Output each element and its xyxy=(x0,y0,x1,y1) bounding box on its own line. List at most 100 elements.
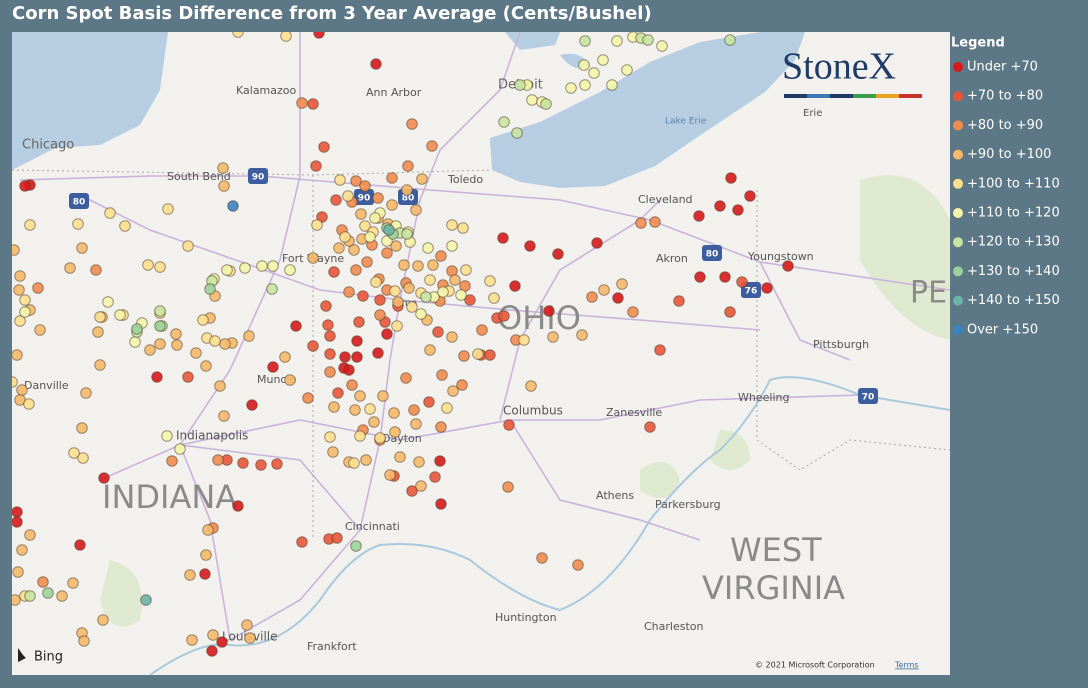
legend-swatch xyxy=(953,149,963,160)
place-label: Huntington xyxy=(495,611,557,624)
location-dot xyxy=(102,296,114,308)
logo-bar xyxy=(899,94,922,98)
location-dot xyxy=(381,328,393,340)
place-label: Parkersburg xyxy=(655,498,721,511)
location-dot xyxy=(78,635,90,647)
location-dot xyxy=(280,32,292,42)
location-dot xyxy=(714,200,726,212)
legend-label: Under +70 xyxy=(967,60,1038,75)
location-dot xyxy=(588,67,600,79)
place-label: Zanesville xyxy=(606,406,662,419)
location-dot xyxy=(719,271,731,283)
location-dot xyxy=(656,40,668,52)
location-dot xyxy=(401,228,413,240)
location-dot xyxy=(330,194,342,206)
place-label: Youngstown xyxy=(747,250,814,263)
location-dot xyxy=(202,524,214,536)
location-dot xyxy=(162,203,174,215)
location-dot xyxy=(374,294,386,306)
location-dot xyxy=(174,443,186,455)
location-dot xyxy=(381,247,393,259)
location-dot xyxy=(212,454,224,466)
location-dot xyxy=(400,372,412,384)
location-dot xyxy=(458,350,470,362)
location-dot xyxy=(456,379,468,391)
location-dot xyxy=(119,220,131,232)
place-label: Columbus xyxy=(503,404,563,418)
location-dot xyxy=(497,232,509,244)
location-dot xyxy=(348,457,360,469)
location-dot xyxy=(320,300,332,312)
place-label: Charleston xyxy=(644,620,704,633)
location-dot xyxy=(724,34,736,46)
location-dot xyxy=(219,338,231,350)
location-dot xyxy=(327,446,339,458)
location-dot xyxy=(170,328,182,340)
location-dot xyxy=(190,347,202,359)
location-dot xyxy=(37,576,49,588)
highway-number: 76 xyxy=(745,287,758,297)
location-dot xyxy=(140,594,152,606)
location-dot xyxy=(307,340,319,352)
location-dot xyxy=(369,212,381,224)
location-dot xyxy=(339,231,351,243)
place-label: Lake Erie xyxy=(665,117,707,127)
location-dot xyxy=(526,94,538,106)
location-dot xyxy=(361,256,373,268)
location-dot xyxy=(67,577,79,589)
location-dot xyxy=(353,316,365,328)
location-dot xyxy=(782,260,794,272)
location-dot xyxy=(410,418,422,430)
location-dot xyxy=(24,590,36,602)
location-dot xyxy=(383,224,395,236)
place-label: Cleveland xyxy=(638,193,693,206)
location-dot xyxy=(114,309,126,321)
legend-swatch xyxy=(953,62,963,72)
location-dot xyxy=(23,398,35,410)
location-dot xyxy=(310,160,322,172)
location-dot xyxy=(34,324,46,336)
location-dot xyxy=(488,292,500,304)
location-dot xyxy=(364,231,376,243)
location-dot xyxy=(370,276,382,288)
location-dot xyxy=(324,348,336,360)
highway-number: 80 xyxy=(402,194,415,204)
location-dot xyxy=(342,190,354,202)
location-dot xyxy=(476,324,488,336)
location-dot xyxy=(370,58,382,70)
river xyxy=(149,376,950,675)
location-dot xyxy=(406,301,418,313)
location-dot xyxy=(318,141,330,153)
location-dot xyxy=(578,59,590,71)
location-dot xyxy=(406,118,418,130)
location-dot xyxy=(166,455,178,467)
place-label: Indianapolis xyxy=(176,429,248,443)
location-dot xyxy=(449,274,461,286)
highway-shield xyxy=(248,168,268,184)
location-dot xyxy=(13,284,25,296)
location-dot xyxy=(540,98,552,110)
location-dot xyxy=(200,360,212,372)
location-dot xyxy=(313,32,325,39)
location-dot xyxy=(359,180,371,192)
legend-swatch xyxy=(953,208,963,218)
location-dot xyxy=(435,421,447,433)
location-dot xyxy=(206,645,218,657)
location-dot xyxy=(498,116,510,128)
location-dot xyxy=(311,219,323,231)
location-dot xyxy=(484,349,496,361)
location-dot xyxy=(412,260,424,272)
location-dot xyxy=(12,594,21,606)
location-dot xyxy=(267,361,279,373)
location-dot xyxy=(216,636,228,648)
location-dot xyxy=(424,274,436,286)
location-dot xyxy=(322,319,334,331)
location-dot xyxy=(635,217,647,229)
location-dot xyxy=(142,259,154,271)
location-dot xyxy=(186,634,198,646)
location-dot xyxy=(24,219,36,231)
location-dot xyxy=(346,379,358,391)
location-dot xyxy=(296,97,308,109)
location-dot xyxy=(154,261,166,273)
terms-link[interactable]: Terms xyxy=(894,661,919,670)
